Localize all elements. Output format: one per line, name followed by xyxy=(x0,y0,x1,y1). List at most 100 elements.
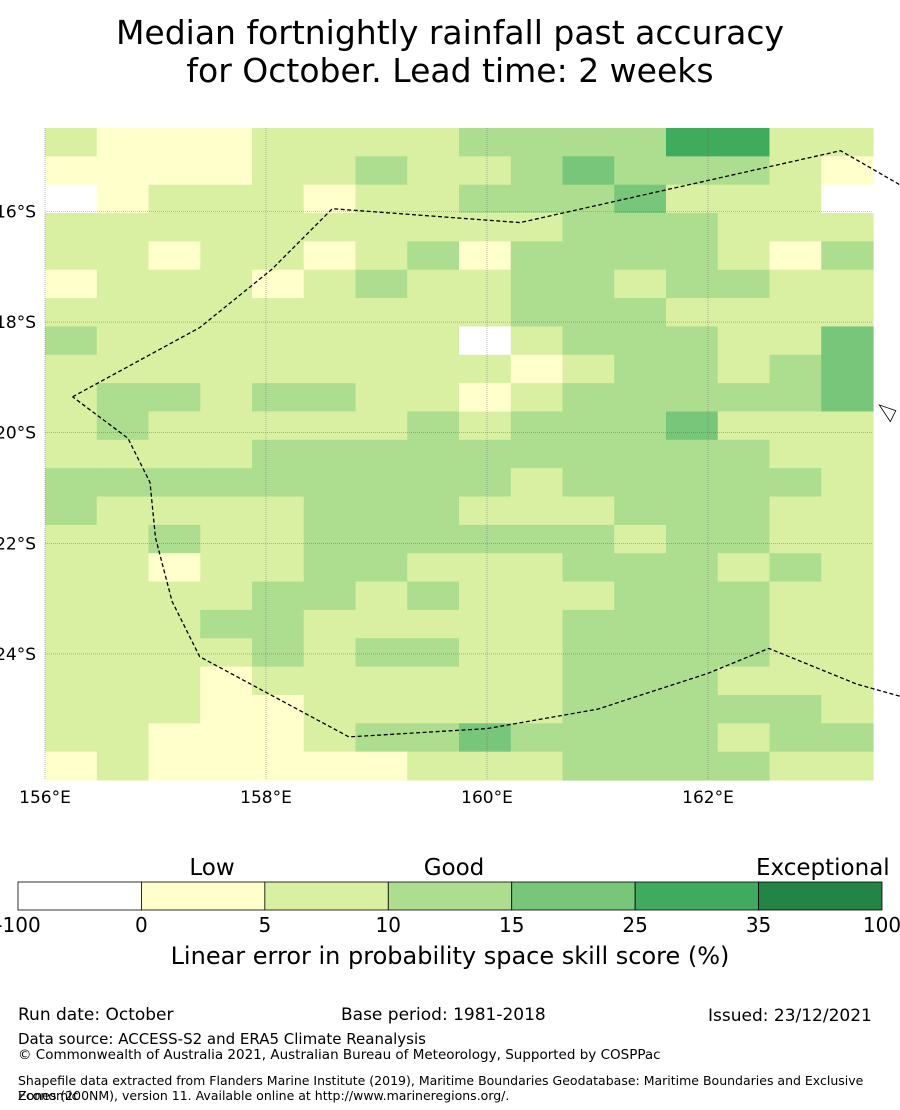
skill-cell xyxy=(407,468,460,498)
skill-cell xyxy=(303,609,357,639)
skill-cell xyxy=(666,128,719,157)
skill-cell xyxy=(614,298,667,328)
skill-cell xyxy=(45,326,98,356)
skill-cell xyxy=(303,326,357,356)
skill-cell xyxy=(355,354,408,384)
skill-cell xyxy=(510,383,564,413)
skill-cell xyxy=(614,751,667,781)
skill-cell xyxy=(148,326,201,356)
skill-cell xyxy=(459,326,512,356)
skill-cell xyxy=(717,723,771,753)
skill-cell xyxy=(510,156,564,186)
skill-cell xyxy=(666,326,719,356)
skill-cell xyxy=(717,694,771,724)
skill-cell xyxy=(96,524,150,554)
skill-cell xyxy=(562,269,615,299)
skill-cell xyxy=(614,666,667,696)
skill-cell xyxy=(45,354,98,384)
skill-cell xyxy=(96,269,150,299)
skill-cell xyxy=(407,553,460,583)
skill-cell xyxy=(303,298,357,328)
colorbar-tick-label: 25 xyxy=(622,913,648,937)
skill-cell xyxy=(355,638,408,668)
skill-cell xyxy=(459,128,512,157)
skill-cell xyxy=(407,723,460,753)
skill-cell xyxy=(666,439,719,469)
skill-cell xyxy=(355,269,408,299)
lon-tick-label: 158°E xyxy=(240,788,292,808)
skill-cell xyxy=(562,694,615,724)
skill-cell xyxy=(45,241,98,271)
skill-cell xyxy=(45,128,98,157)
colorbar-tick-label: 100 xyxy=(862,913,900,937)
skill-cell xyxy=(666,496,719,526)
skill-cell xyxy=(200,524,253,554)
skill-cell xyxy=(407,439,460,469)
skill-cell xyxy=(45,184,98,214)
skill-cell xyxy=(821,269,874,299)
skill-cell xyxy=(148,666,201,696)
skill-cell xyxy=(148,581,201,611)
colorbar-segment xyxy=(141,881,266,911)
skill-cell xyxy=(614,241,667,271)
skill-cell xyxy=(252,439,305,469)
skill-cell xyxy=(769,269,822,299)
skill-cell xyxy=(96,411,150,441)
lon-tick-label: 162°E xyxy=(682,788,734,808)
base-period: Base period: 1981-2018 xyxy=(341,1005,546,1025)
skill-cell xyxy=(666,553,719,583)
skill-cell xyxy=(459,439,512,469)
skill-cell xyxy=(510,298,564,328)
skill-cell xyxy=(407,269,460,299)
skill-cell xyxy=(303,638,357,668)
skill-cell xyxy=(407,298,460,328)
skill-cell xyxy=(148,694,201,724)
skill-cell xyxy=(355,298,408,328)
skill-cell xyxy=(562,609,615,639)
skill-cell xyxy=(562,553,615,583)
colorbar-segment xyxy=(264,881,389,911)
skill-cell xyxy=(821,666,874,696)
skill-cell xyxy=(148,269,201,299)
skill-cell xyxy=(96,581,150,611)
skill-cell xyxy=(407,128,460,157)
colorbar-title: Linear error in probability space skill … xyxy=(170,942,730,970)
island-outline xyxy=(878,404,897,423)
colorbar-tick-label: 0 xyxy=(135,913,148,937)
skill-cell xyxy=(666,213,719,242)
skill-cell xyxy=(200,723,253,753)
skill-cell xyxy=(459,524,512,554)
skill-cell xyxy=(769,694,822,724)
skill-grid xyxy=(45,128,874,781)
colorbar-segment xyxy=(17,881,142,911)
copyright: © Commonwealth of Australia 2021, Austra… xyxy=(18,1047,661,1063)
skill-cell xyxy=(303,666,357,696)
skill-cell xyxy=(510,269,564,299)
skill-cell xyxy=(303,383,357,413)
skill-cell xyxy=(666,298,719,328)
colorbar-tick-label: 35 xyxy=(745,913,772,937)
skill-cell xyxy=(200,468,253,498)
skill-cell xyxy=(821,723,874,753)
coastlines xyxy=(878,404,897,423)
skill-cell xyxy=(510,326,564,356)
skill-cell xyxy=(200,298,253,328)
skill-cell xyxy=(355,383,408,413)
skill-cell xyxy=(252,496,305,526)
skill-cell xyxy=(459,581,512,611)
skill-cell xyxy=(252,298,305,328)
skill-cell xyxy=(769,553,822,583)
skill-cell xyxy=(769,581,822,611)
skill-cell xyxy=(252,269,305,299)
skill-cell xyxy=(459,383,512,413)
skill-cell xyxy=(200,128,253,157)
skill-cell xyxy=(459,638,512,668)
shapefile-credit-line-2: Zones (200NM), version 11. Available onl… xyxy=(18,1088,510,1103)
skill-cell xyxy=(562,439,615,469)
skill-cell xyxy=(303,751,357,781)
skill-cell xyxy=(148,156,201,186)
skill-cell xyxy=(45,723,98,753)
lat-tick-label: 18°S xyxy=(0,313,36,333)
skill-cell xyxy=(614,439,667,469)
skill-cell xyxy=(717,609,771,639)
